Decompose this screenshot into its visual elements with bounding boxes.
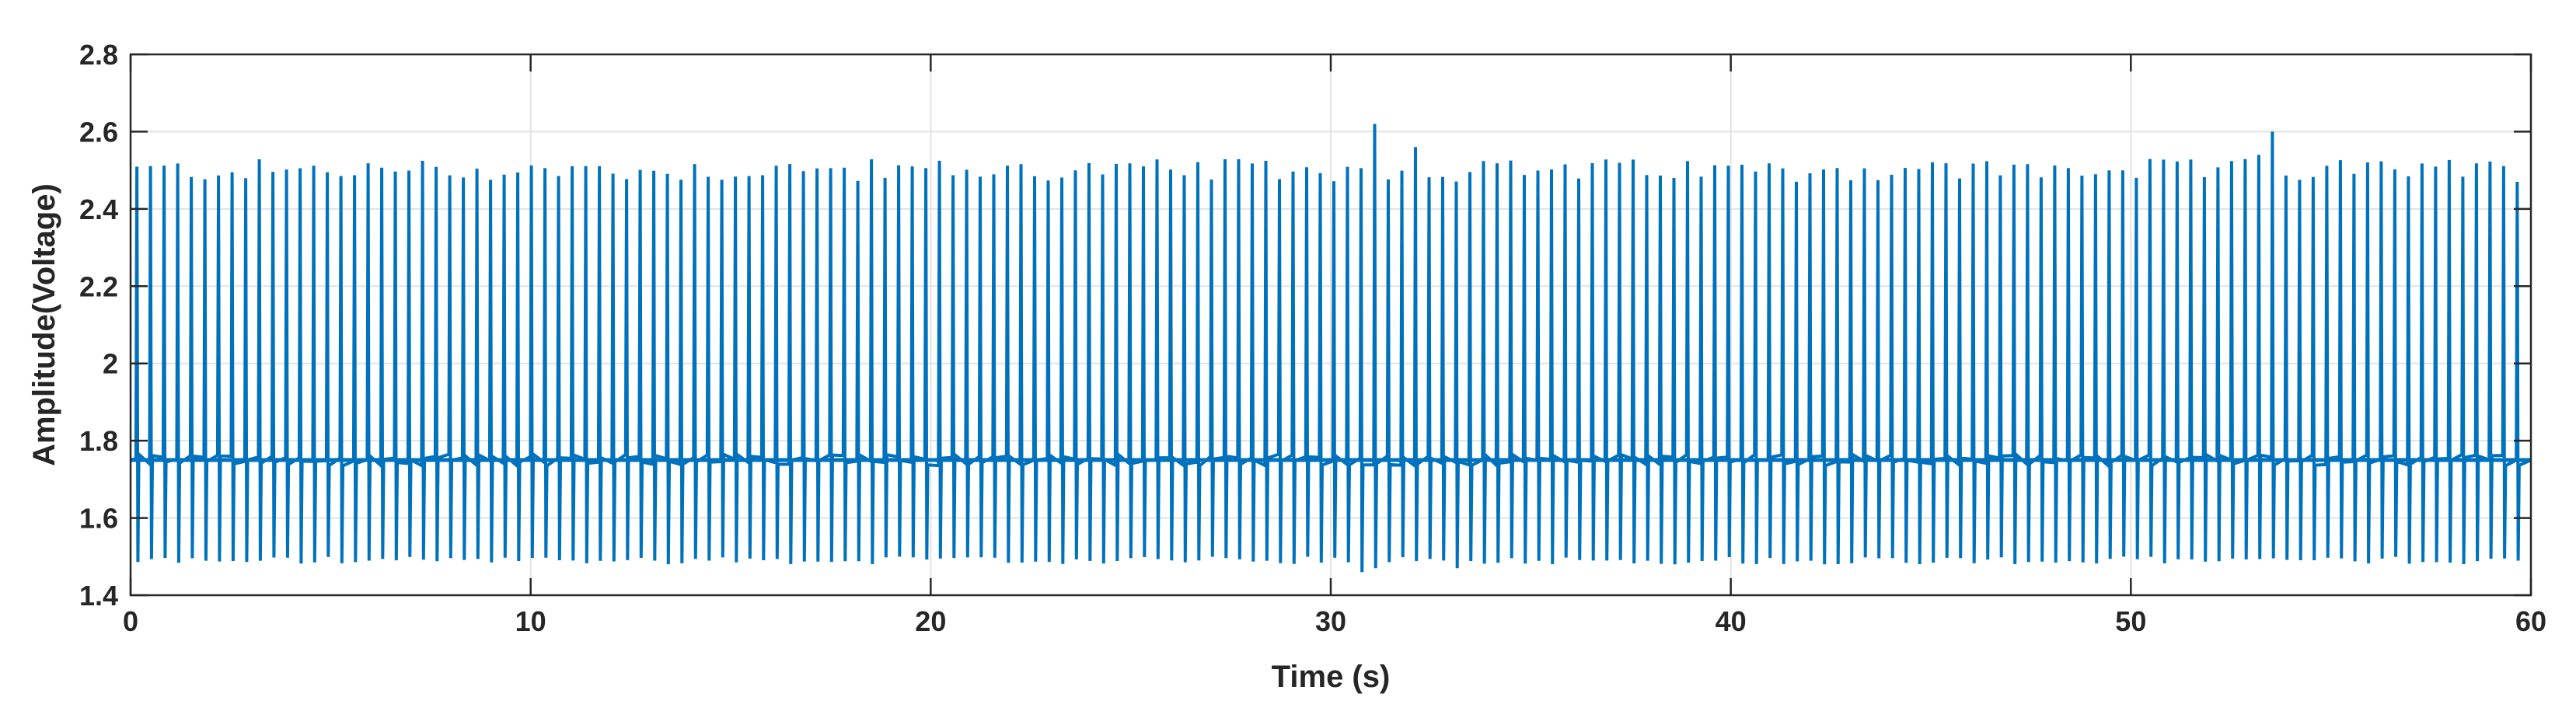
x-tick-label: 0 — [123, 605, 138, 637]
x-tick-label: 60 — [2515, 605, 2546, 637]
y-tick-label: 2.2 — [79, 270, 118, 302]
x-tick-label: 30 — [1315, 605, 1346, 637]
y-tick-label: 1.8 — [79, 425, 118, 457]
x-tick-labels: 0 10 20 30 40 50 60 — [123, 605, 2546, 637]
y-tick-labels: 1.4 1.6 1.8 2 2.2 2.4 2.6 2.8 — [79, 39, 118, 612]
x-tick-label: 40 — [1716, 605, 1747, 637]
y-axis-label: Amplitude(Voltage) — [27, 183, 61, 466]
y-tick-label: 2.6 — [79, 116, 118, 148]
x-tick-label: 20 — [915, 605, 946, 637]
y-tick-label: 1.6 — [79, 503, 118, 535]
y-tick-label: 2 — [103, 348, 118, 380]
x-tick-label: 50 — [2115, 605, 2146, 637]
signal-line — [130, 124, 2532, 573]
axes — [129, 53, 2532, 597]
x-tick-label: 10 — [515, 605, 546, 637]
x-axis-label: Time (s) — [1272, 660, 1391, 694]
signal-series — [130, 124, 2532, 573]
y-tick-label: 2.4 — [79, 193, 118, 225]
y-tick-label: 1.4 — [79, 580, 118, 612]
y-tick-label: 2.8 — [79, 39, 118, 71]
